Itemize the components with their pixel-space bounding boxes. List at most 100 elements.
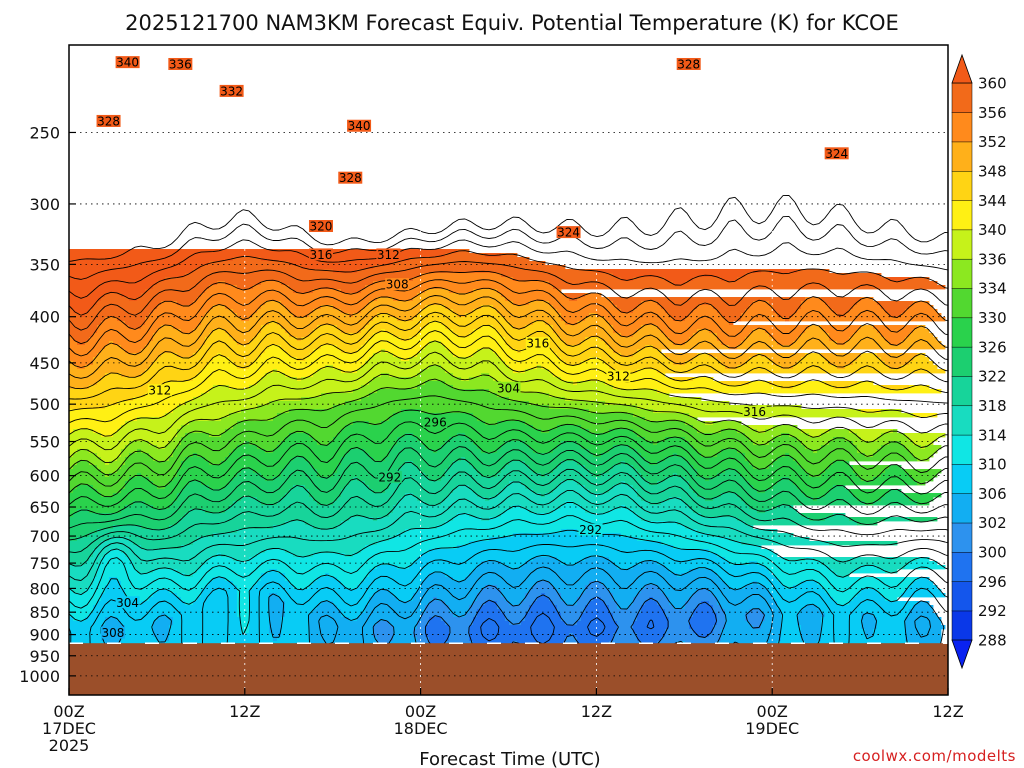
y-tick-label: 750: [29, 554, 60, 573]
contour-label: 332: [220, 84, 243, 98]
ground-fill: [69, 643, 948, 695]
x-tick-label: 00Z: [405, 702, 436, 721]
contour-label: 328: [339, 171, 362, 185]
contour-label: 320: [310, 220, 333, 234]
contour-label-bg: [676, 57, 701, 70]
contour-label-bg: [308, 220, 333, 233]
y-tick-label: 700: [29, 527, 60, 546]
y-tick-label: 250: [29, 123, 60, 142]
grid-lines: [68, 45, 949, 695]
chart-title: 2025121700 NAM3KM Forecast Equiv. Potent…: [125, 11, 899, 35]
colorbar-segment: [951, 112, 973, 143]
colorbar-segment: [951, 522, 973, 553]
colorbar-tick-label: 340: [978, 221, 1007, 239]
x-tick-label: 12Z: [932, 702, 963, 721]
contour-label-bg: [115, 56, 140, 69]
source-credit: coolwx.com/modelts: [853, 747, 1016, 765]
colorbar-tick-label: 292: [978, 602, 1007, 620]
colorbar-segment: [951, 493, 973, 524]
colorbar-tick-label: 344: [978, 192, 1007, 210]
y-tick-label: 950: [29, 647, 60, 666]
contour-label: 292: [378, 470, 401, 484]
contour-label-bg: [824, 147, 849, 160]
y-tick-label: 900: [29, 626, 60, 645]
colorbar-segment: [951, 581, 973, 612]
y-tick-label: 550: [29, 433, 60, 452]
contour-label: 316: [526, 337, 549, 351]
contour-label-bg: [338, 171, 363, 184]
y-tick-label: 1000: [19, 667, 60, 686]
colorbar-tick-label: 356: [978, 104, 1007, 122]
contour-label-bg: [742, 405, 767, 418]
colorbar-tick-label: 360: [978, 75, 1007, 93]
contour-label: 328: [97, 114, 120, 128]
colorbar-segment: [951, 551, 973, 582]
y-tick-label: 650: [29, 498, 60, 517]
colorbar-segment: [951, 463, 973, 494]
contour-label: 308: [101, 626, 124, 640]
y-tick-label: 400: [29, 308, 60, 327]
colorbar-tick-label: 300: [978, 544, 1007, 562]
contour-label: 324: [557, 226, 580, 240]
colorbar-segment: [951, 375, 973, 407]
colorbar-segment: [951, 287, 973, 319]
colorbar-segment: [951, 258, 973, 289]
contour-label: 304: [116, 596, 139, 610]
colorbar-tick-label: 330: [978, 309, 1007, 327]
contour-label: 340: [348, 119, 371, 133]
contour-label: 316: [743, 405, 766, 419]
contour-label-bg: [100, 626, 125, 639]
colorbar-tick-label: 302: [978, 514, 1007, 532]
contour-label-bg: [219, 84, 244, 97]
colorbar-over-arrow: [951, 53, 973, 84]
colorbar-tick-label: 326: [978, 338, 1007, 356]
contour-labels: 340 336 332 328 340 328 328 324 324 320 316 312 308 3…: [96, 56, 849, 640]
y-tick-label: 500: [29, 395, 60, 414]
contour-label: 336: [169, 57, 192, 71]
contour-label-bg: [578, 523, 603, 536]
colorbar-tick-label: 310: [978, 456, 1007, 474]
contour-label-bg: [377, 470, 402, 483]
contour-label-bg: [347, 119, 372, 132]
x-tick-label: 18DEC: [394, 719, 448, 738]
x-tick-label: 00Z: [757, 702, 788, 721]
contour-lines: [69, 194, 948, 695]
contour-label-bg: [423, 416, 448, 429]
contour-label-bg: [496, 381, 521, 394]
colorbar-segment: [951, 610, 973, 641]
contour-label: 328: [677, 57, 700, 71]
y-tick-label: 600: [29, 467, 60, 486]
colorbar-under-arrow: [951, 639, 973, 670]
colorbar-segment: [951, 229, 973, 260]
colorbar-tick-label: 348: [978, 162, 1007, 180]
colorbar-segment: [951, 200, 973, 231]
contour-label: 308: [386, 278, 409, 292]
contour-label: 324: [825, 147, 848, 161]
colorbar-tick-label: 306: [978, 485, 1007, 503]
ground-terrain: [69, 642, 948, 695]
x-tick-label: 00Z: [53, 702, 84, 721]
contour-label-bg: [96, 114, 121, 127]
colorbar-tick-label: 322: [978, 368, 1007, 386]
colorbar-segment: [951, 82, 973, 113]
colorbar-segment: [951, 434, 973, 465]
colorbar-tick-label: 352: [978, 133, 1007, 151]
contour-label: 304: [497, 381, 520, 395]
x-axis-label: Forecast Time (UTC): [419, 749, 600, 768]
contour-label-bg: [385, 278, 410, 291]
colorbar-tick-label: 318: [978, 397, 1007, 415]
y-tick-label: 450: [29, 354, 60, 373]
contour-label-bg: [376, 248, 401, 261]
contour-label: 316: [310, 248, 333, 262]
colorbar-segment: [951, 405, 973, 436]
contour-label: 312: [148, 384, 171, 398]
contour-path: [69, 194, 948, 695]
colorbar-tick-label: 336: [978, 250, 1007, 268]
contour-label-bg: [308, 248, 333, 261]
colorbar-segment: [951, 141, 973, 172]
colorbar-tick-label: 314: [978, 426, 1007, 444]
colorbar-segment: [951, 317, 973, 348]
x-tick-label: 12Z: [229, 702, 260, 721]
colorbar-tick-label: 296: [978, 573, 1007, 591]
